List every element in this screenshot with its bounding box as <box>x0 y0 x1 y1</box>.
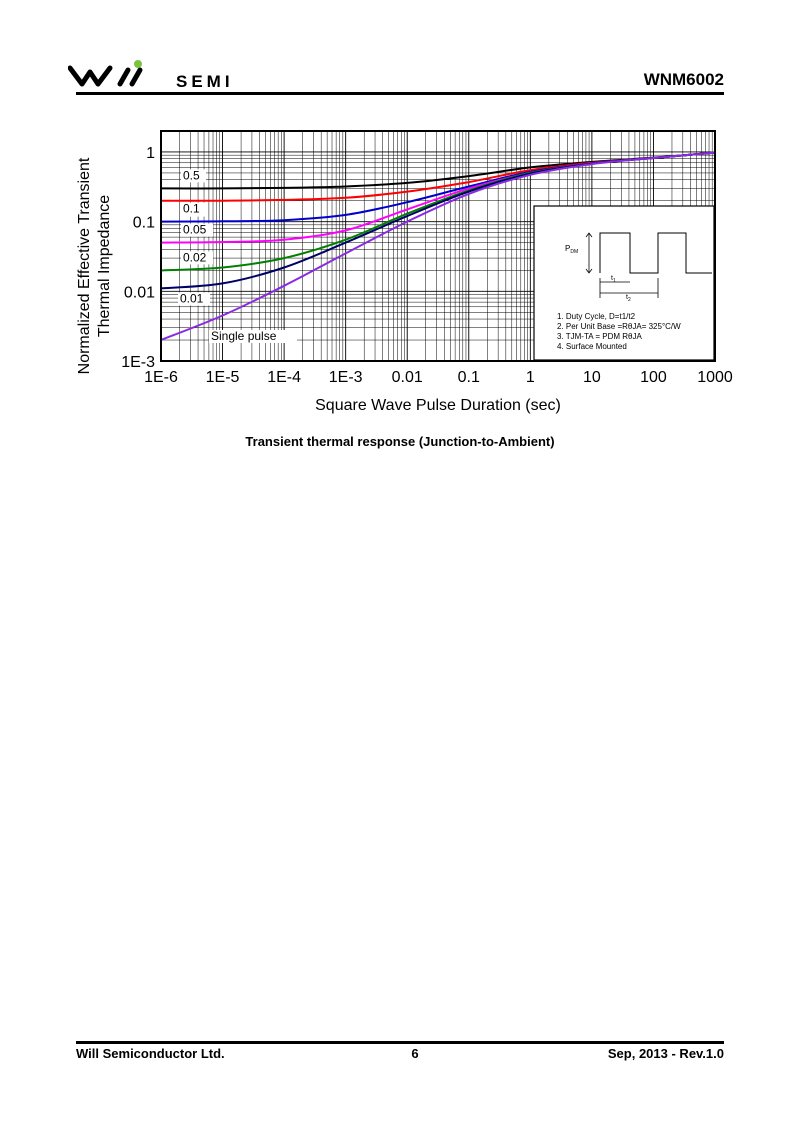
chart-series-group <box>160 151 716 341</box>
pdm-label: PDM <box>565 244 578 255</box>
series-label-7: Single pulse <box>211 329 277 343</box>
series-line-7 <box>160 151 716 341</box>
series-line-1 <box>160 151 716 190</box>
x-tick-label: 1E-5 <box>206 369 240 386</box>
series-label-bg <box>181 223 213 237</box>
y-tick-label: 0.01 <box>124 284 155 301</box>
y-axis-label-line2: Thermal Impedance <box>96 195 113 337</box>
pulse-waveform <box>599 232 712 274</box>
x-tick-label: 10 <box>583 369 601 386</box>
inset-note-1: 1. Duty Cycle, D=t1/t2 <box>557 312 636 321</box>
plot-frame <box>160 130 716 362</box>
x-tick-label: 0.1 <box>458 369 480 386</box>
series-label-bg <box>181 202 206 216</box>
series-label-bg <box>209 330 297 343</box>
y-tick-label: 1 <box>146 145 155 162</box>
inset-note-3: 3. TJM-TA = PDM RθJA <box>557 332 642 341</box>
inset-note-4: 4. Surface Mounted <box>557 342 627 351</box>
x-tick-label: 1E-6 <box>144 369 178 386</box>
series-label-4: 0.05 <box>183 223 207 237</box>
logo-text: SEMI <box>176 72 234 91</box>
inset-note-2: 2. Per Unit Base =RθJA= 325°C/W <box>557 322 681 331</box>
x-tick-label: 1E-4 <box>267 369 301 386</box>
y-tick-labels: 1E-3 0.01 0.1 1 <box>121 145 155 371</box>
y-tick-label: 1E-3 <box>121 354 155 371</box>
series-label-bg <box>178 292 210 306</box>
footer-page-number: 6 <box>411 1046 419 1061</box>
will-semi-logo: SEMI <box>68 60 234 91</box>
series-label-bg <box>181 251 213 265</box>
inset-legend: PDM t1 t2 1. Duty Cycle, D=t1/t2 2. Per … <box>533 205 715 361</box>
series-label-5: 0.02 <box>183 250 207 264</box>
x-tick-labels: 1E-6 1E-5 1E-4 1E-3 0.01 0.1 1 10 100 1000 <box>144 369 733 386</box>
series-label-6: 0.01 <box>180 291 204 305</box>
figure-caption: Transient thermal response (Junction-to-… <box>245 434 555 449</box>
footer-divider <box>76 1041 724 1044</box>
y-axis-label-line1: Normalized Effective Transient <box>76 157 93 374</box>
x-tick-label: 1000 <box>697 369 733 386</box>
x-tick-label: 100 <box>640 369 667 386</box>
x-tick-label: 0.01 <box>392 369 423 386</box>
footer-company: Will Semiconductor Ltd. <box>76 1046 225 1061</box>
part-number: WNM6002 <box>643 70 724 89</box>
header-divider <box>76 92 724 95</box>
t1-label: t1 <box>611 275 616 284</box>
t2-label: t2 <box>626 294 631 303</box>
x-axis-label: Square Wave Pulse Duration (sec) <box>315 397 561 414</box>
footer-revision: Sep, 2013 - Rev.1.0 <box>607 1046 724 1061</box>
series-label-bg <box>181 169 206 183</box>
x-tick-label: 1E-3 <box>329 369 363 386</box>
y-tick-label: 0.1 <box>133 215 155 232</box>
x-tick-label: 1 <box>526 369 535 386</box>
inset-box <box>533 205 715 361</box>
series-label-3: 0.1 <box>183 202 200 216</box>
series-label-1: 0.5 <box>183 168 200 182</box>
